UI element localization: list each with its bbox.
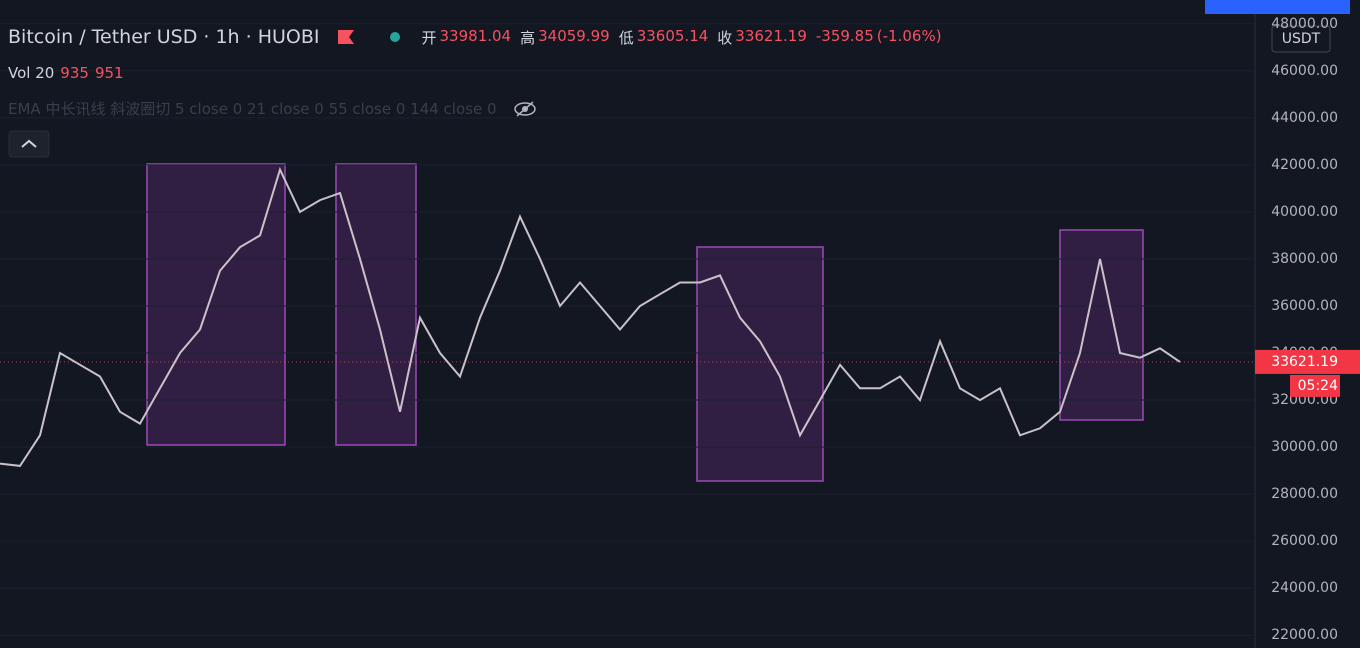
high-label: 高 <box>520 28 536 47</box>
y-tick-label: 22000.00 <box>1271 627 1338 643</box>
currency-label: USDT <box>1282 31 1321 47</box>
close-label: 收 <box>717 28 733 47</box>
countdown-label: 05:24 <box>1298 378 1338 394</box>
visibility-icon[interactable] <box>513 99 537 119</box>
change-value: -359.85 <box>815 26 874 45</box>
change-percent: (-1.06%) <box>876 26 942 45</box>
ema-legend: EMA 中长讯线 斜波圈切 5 close 0 21 close 0 55 cl… <box>8 98 537 119</box>
y-tick-label: 30000.00 <box>1271 439 1338 455</box>
collapse-button[interactable] <box>8 130 50 158</box>
collapse-icon <box>21 139 37 148</box>
y-tick-label: 40000.00 <box>1271 204 1338 220</box>
close-value: 33621.19 <box>735 26 807 45</box>
y-tick-label: 38000.00 <box>1271 251 1338 267</box>
last-price-label: 33621.19 <box>1271 354 1338 370</box>
y-tick-label: 42000.00 <box>1271 157 1338 173</box>
y-tick-label: 44000.00 <box>1271 110 1338 126</box>
highlight-box <box>696 246 824 482</box>
volume-label: Vol 20 <box>8 64 55 82</box>
high-value: 34059.99 <box>538 26 610 45</box>
volume-legend: Vol 20 935 951 <box>8 64 124 82</box>
low-label: 低 <box>618 28 634 47</box>
plot <box>0 23 1255 636</box>
highlight-box <box>146 163 286 446</box>
currency-badge[interactable] <box>1271 25 1331 53</box>
highlight-box <box>335 163 417 446</box>
y-tick-label: 36000.00 <box>1271 298 1338 314</box>
status-dot <box>389 32 400 42</box>
symbol-header: Bitcoin / Tether USD · 1h · HUOBI 开 33981… <box>8 26 942 48</box>
open-value: 33981.04 <box>439 26 512 45</box>
price-axis-bg <box>1255 0 1360 648</box>
y-tick-label: 24000.00 <box>1271 580 1338 596</box>
countdown-badge <box>1290 374 1340 397</box>
volume-value: 951 <box>94 64 124 82</box>
y-tick-label: 26000.00 <box>1271 533 1338 549</box>
ohlc: 开 33981.04 高 34059.99 低 33605.14 收 33621.19 … <box>422 27 942 48</box>
ema-label: EMA 中长讯线 斜波圈切 5 close 0 21 close 0 55 cl… <box>8 100 497 118</box>
y-tick-label: 46000.00 <box>1271 63 1338 79</box>
y-tick-label: 28000.00 <box>1271 486 1338 502</box>
flag-icon[interactable] <box>336 29 356 45</box>
symbol-title: Bitcoin / Tether USD · 1h · HUOBI <box>8 26 320 48</box>
last-price-badge <box>1255 349 1360 374</box>
volume-value: 935 <box>60 64 89 82</box>
y-tick-label: 48000.00 <box>1271 16 1338 32</box>
price-line <box>0 166 1181 467</box>
toolbar-button[interactable] <box>1205 0 1350 14</box>
low-value: 33605.14 <box>636 26 709 45</box>
open-label: 开 <box>421 28 437 47</box>
